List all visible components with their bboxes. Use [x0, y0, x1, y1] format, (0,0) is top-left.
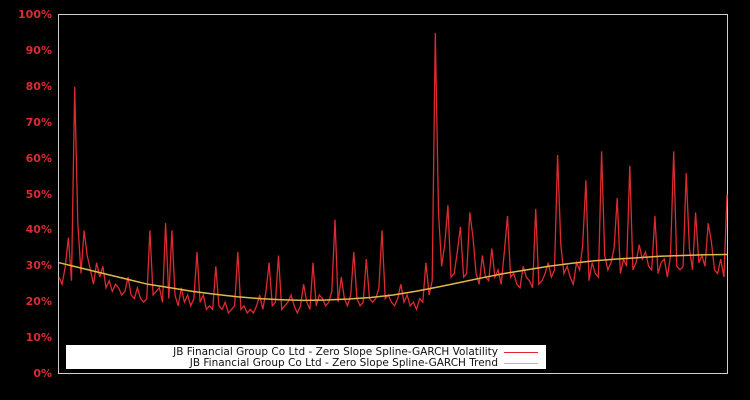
legend-item-volatility: JB Financial Group Co Ltd - Zero Slope S…	[173, 346, 538, 358]
legend: JB Financial Group Co Ltd - Zero Slope S…	[66, 345, 546, 369]
y-tick-label: 100%	[18, 8, 52, 21]
y-tick-label: 50%	[25, 187, 52, 201]
y-tick-label: 10%	[25, 331, 52, 345]
y-tick-label: 40%	[25, 223, 52, 237]
legend-swatch	[504, 362, 538, 364]
legend-item-trend: JB Financial Group Co Ltd - Zero Slope S…	[190, 357, 538, 369]
y-tick-label: 30%	[25, 259, 52, 273]
y-tick-label: 20%	[25, 295, 52, 309]
legend-label: JB Financial Group Co Ltd - Zero Slope S…	[173, 346, 498, 358]
y-tick-label: 80%	[25, 79, 52, 93]
plot-area	[58, 14, 728, 374]
trend-series-line	[58, 253, 728, 302]
y-tick-label: 0%	[33, 367, 52, 380]
legend-label: JB Financial Group Co Ltd - Zero Slope S…	[189, 357, 498, 369]
volatility-series-line	[58, 32, 728, 315]
y-tick-label: 90%	[25, 43, 52, 57]
y-tick-label: 60%	[25, 151, 52, 165]
legend-swatch	[504, 351, 538, 353]
y-tick-label: 70%	[25, 115, 52, 129]
